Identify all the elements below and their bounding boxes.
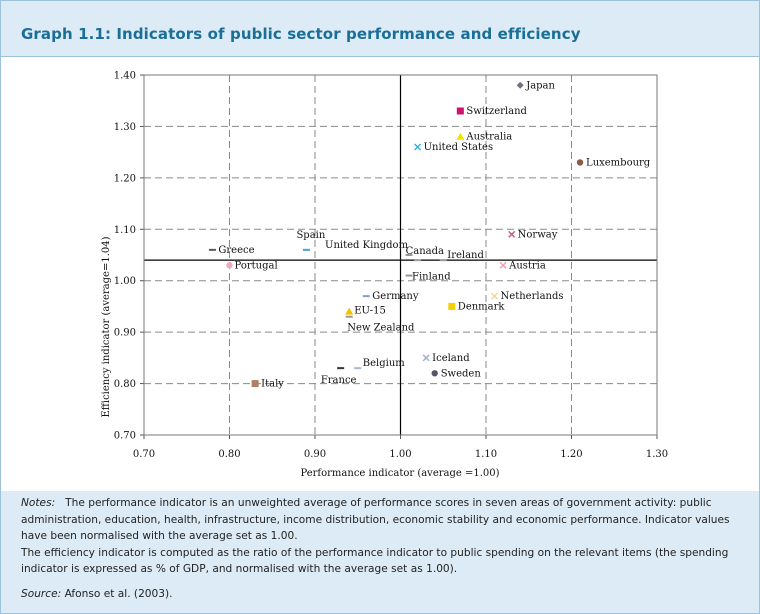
label-greece: Greece [218, 245, 254, 256]
point-italy [251, 380, 259, 388]
notes-text: The performance indicator is an unweight… [21, 497, 730, 542]
label-united-states: United States [424, 142, 493, 153]
label-norway: Norway [518, 229, 558, 240]
point-portugal [226, 262, 233, 269]
label-switzerland: Switzerland [466, 106, 527, 117]
data-points [208, 81, 584, 388]
x-tick-label: 0.80 [218, 449, 240, 460]
label-spain: Spain [296, 230, 325, 241]
label-finland: Finland [412, 272, 451, 283]
y-tick-label: 1.20 [114, 173, 136, 184]
point-denmark [448, 302, 456, 310]
label-austria: Austria [508, 260, 546, 271]
y-axis-title: Efficiency indicator (average=1.04) [101, 236, 112, 417]
y-tick-label: 0.90 [114, 328, 136, 339]
label-sweden: Sweden [441, 368, 482, 379]
point-netherlands [491, 292, 499, 300]
y-tick-label: 1.10 [114, 225, 136, 236]
title-divider [1, 56, 759, 57]
point-japan [516, 81, 524, 89]
source-text: Afonso et al. (2003). [64, 587, 173, 600]
chart-area: 0.70 0.80 0.90 1.00 1.10 1.20 1.30 0.70 0.80 0.90… [1, 57, 759, 491]
source-line: Source: Afonso et al. (2003). [21, 586, 741, 603]
x-tick-label: 1.00 [389, 449, 411, 460]
label-netherlands: Netherlands [501, 291, 564, 302]
page-title: Graph 1.1: Indicators of public sector p… [21, 25, 581, 43]
label-canada: Canada [406, 246, 444, 257]
x-tick-label: 0.70 [133, 449, 155, 460]
label-japan: Japan [525, 80, 555, 91]
label-belgium: Belgium [363, 358, 406, 369]
label-ireland: Ireland [447, 250, 484, 261]
y-tick-label: 0.80 [114, 379, 136, 390]
label-germany: Germany [372, 291, 419, 302]
notes-paragraph: Notes: The performance indicator is an un… [21, 495, 741, 545]
axes [140, 74, 658, 439]
label-australia: Australia [465, 132, 512, 143]
x-tick-label: 0.90 [304, 449, 326, 460]
y-tick-label: 1.30 [114, 122, 136, 133]
point-australia [456, 132, 465, 140]
notes-section: Notes: The performance indicator is an un… [21, 495, 741, 602]
point-sweden [431, 370, 438, 377]
label-eu-15: EU-15 [354, 306, 386, 317]
scatter-chart: 0.70 0.80 0.90 1.00 1.10 1.20 1.30 0.70 0.80 0.90… [101, 71, 668, 480]
notes-label: Notes: [21, 497, 56, 509]
x-axis-title: Performance indicator (average =1.00) [300, 468, 499, 479]
label-portugal: Portugal [235, 260, 278, 271]
point-switzerland [456, 107, 464, 115]
efficiency-paragraph: The efficiency indicator is computed as … [21, 546, 729, 576]
label-france: France [321, 375, 357, 386]
x-tick-label: 1.20 [560, 449, 582, 460]
label-italy: Italy [261, 379, 284, 390]
source-label: Source: [21, 587, 62, 600]
y-tick-label: 1.00 [114, 276, 136, 287]
point-austria [499, 261, 507, 269]
x-tick-label: 1.30 [646, 449, 668, 460]
y-tick-label: 0.70 [114, 431, 136, 442]
label-denmark: Denmark [458, 301, 506, 312]
point-iceland [422, 354, 430, 362]
label-iceland: Iceland [432, 353, 470, 364]
label-luxembourg: Luxembourg [586, 157, 651, 168]
point-norway [508, 230, 516, 238]
x-tick-label: 1.10 [475, 449, 497, 460]
plot-border [143, 74, 658, 436]
tick-labels: 0.70 0.80 0.90 1.00 1.10 1.20 1.30 0.70 0.80 0.90… [114, 71, 668, 461]
label-united-kingdom: United Kingdom [325, 240, 409, 251]
y-tick-label: 1.40 [114, 71, 136, 82]
reference-lines [144, 75, 657, 435]
label-new-zealand: New Zealand [347, 323, 415, 334]
point-eu-15 [345, 307, 354, 315]
point-united-states [414, 143, 422, 151]
point-luxembourg [576, 159, 584, 166]
